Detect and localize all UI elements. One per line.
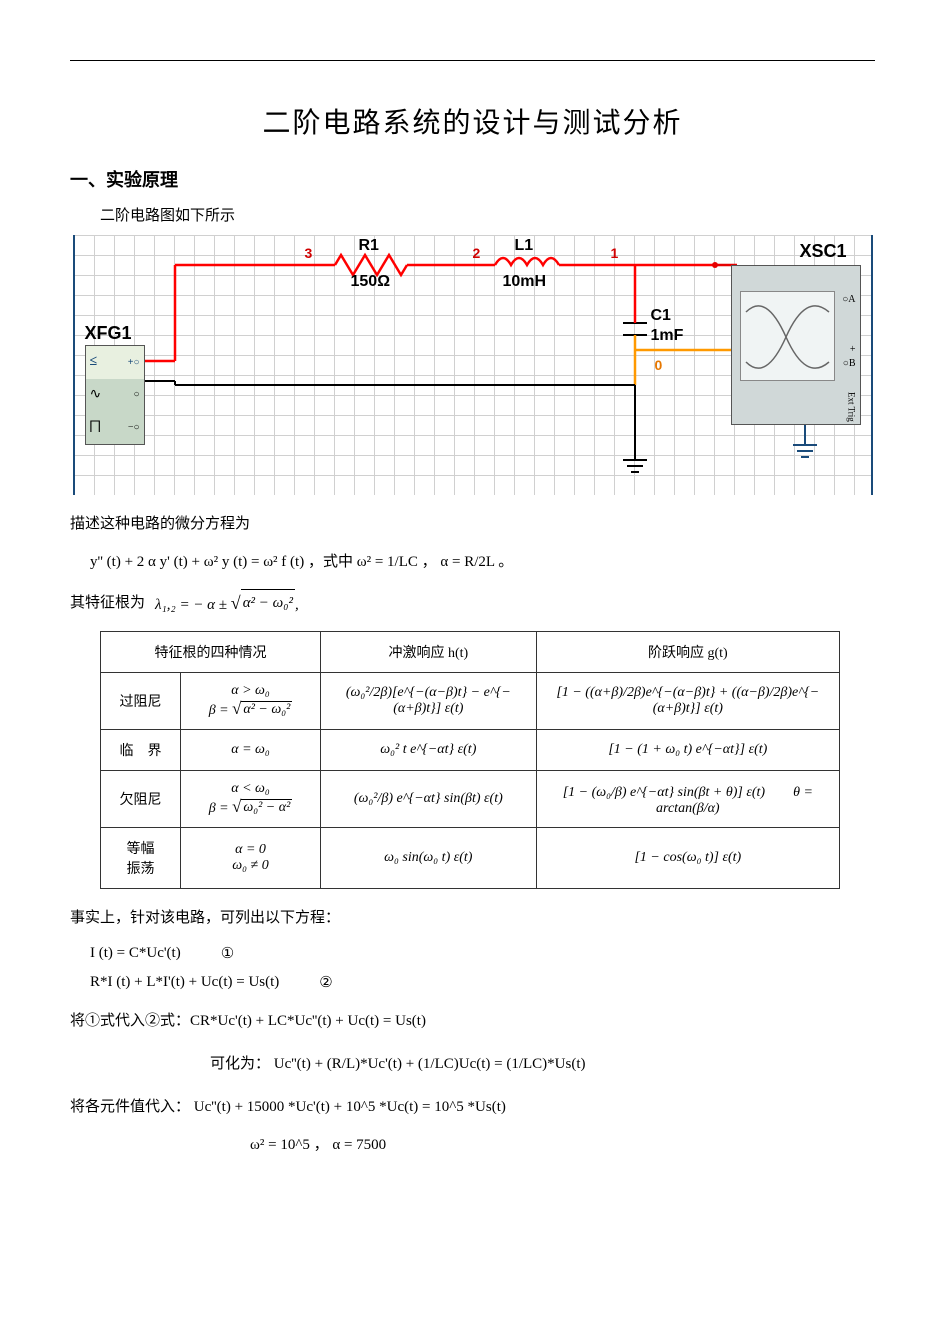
final-eq: ω² = 10^5 ， α = 7500 bbox=[250, 1133, 875, 1154]
node-1: 1 bbox=[611, 245, 619, 261]
ext-trig-label: Ext Trig bbox=[847, 392, 857, 422]
l-label: L1 bbox=[515, 237, 534, 255]
xsc-label: XSC1 bbox=[799, 241, 846, 262]
node-3: 3 bbox=[305, 245, 313, 261]
roots-intro: 其特征根为 bbox=[70, 590, 145, 617]
intro-text: 二阶电路图如下所示 bbox=[100, 204, 875, 225]
function-generator-icon: ≤+○ ∿○ ⨅−○ bbox=[85, 345, 145, 445]
de-intro: 描述这种电路的微分方程为 bbox=[70, 511, 875, 538]
node-0: 0 bbox=[655, 357, 663, 373]
eq-2-num: ② bbox=[319, 973, 332, 992]
fact-text: 事实上，针对该电路，可列出以下方程： bbox=[70, 905, 875, 932]
page-title: 二阶电路系统的设计与测试分析 bbox=[70, 101, 875, 141]
table-row: 等幅 振荡 α = 0 ω₀ ≠ 0 ω₀ sin(ω₀ t) ε(t) [1 … bbox=[101, 828, 840, 889]
node-2: 2 bbox=[473, 245, 481, 261]
circuit-diagram: XFG1 XSC1 R1 150Ω L1 10mH C1 1mF 3 2 1 0… bbox=[73, 235, 873, 495]
sqrt-icon: √α² − ω₀² bbox=[231, 587, 295, 619]
table-header-1: 特征根的四种情况 bbox=[101, 632, 321, 673]
xfg-label: XFG1 bbox=[85, 323, 132, 344]
simplify-label: 可化为： bbox=[210, 1056, 270, 1072]
table-row: 欠阻尼 α < ω₀ β = √ω₀² − α² (ω₀²/β) e^{−αt}… bbox=[101, 771, 840, 828]
eq-1: I (t) = C*Uc'(t) bbox=[90, 945, 181, 962]
r-label: R1 bbox=[359, 237, 379, 255]
simplify-eq: Uc''(t) + (R/L)*Uc'(t) + (1/LC)Uc(t) = (… bbox=[274, 1056, 586, 1072]
plug-eq: Uc''(t) + 15000 *Uc'(t) + 10^5 *Uc(t) = … bbox=[194, 1099, 506, 1115]
de-equation: y'' (t) + 2 α y' (t) + ω² y (t) = ω² f (… bbox=[90, 550, 875, 571]
eq-1-num: ① bbox=[221, 944, 234, 963]
plug-label: 将各元件值代入： bbox=[70, 1099, 190, 1115]
response-cases-table: 特征根的四种情况 冲激响应 h(t) 阶跃响应 g(t) 过阻尼 α > ω₀ … bbox=[100, 631, 840, 889]
table-row: 临 界 α = ω₀ ω₀² t e^{−αt} ε(t) [1 − (1 + … bbox=[101, 730, 840, 771]
roots-eq-prefix: λ₁,₂ = − α ± bbox=[155, 597, 227, 613]
l-value: 10mH bbox=[503, 273, 547, 291]
table-header-3: 阶跃响应 g(t) bbox=[536, 632, 839, 673]
oscilloscope-icon: ○A + ○B Ext Trig bbox=[731, 265, 861, 425]
table-header-2: 冲激响应 h(t) bbox=[321, 632, 537, 673]
substitution-text: 将①式代入②式：CR*Uc'(t) + LC*Uc''(t) + Uc(t) =… bbox=[70, 1008, 875, 1035]
c-value: 1mF bbox=[651, 327, 684, 345]
r-value: 150Ω bbox=[351, 273, 391, 291]
section-1-heading: 一、实验原理 bbox=[70, 166, 875, 192]
top-rule bbox=[70, 60, 875, 61]
eq-2: R*I (t) + L*I'(t) + Uc(t) = Us(t) bbox=[90, 974, 279, 991]
table-row: 过阻尼 α > ω₀ β = √α² − ω₀² (ω₀²/2β)[e^{−(α… bbox=[101, 673, 840, 730]
c-label: C1 bbox=[651, 307, 671, 325]
